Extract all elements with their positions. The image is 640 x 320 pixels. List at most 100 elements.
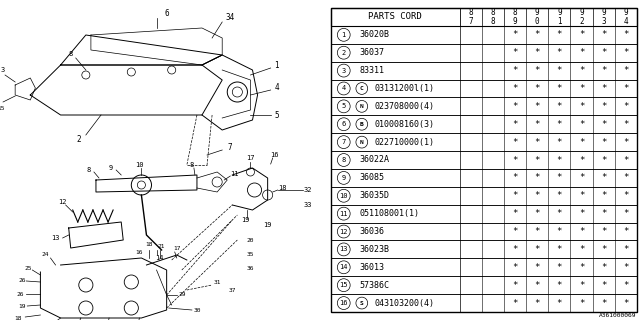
Text: *: * bbox=[534, 156, 540, 164]
Text: 36013: 36013 bbox=[359, 263, 384, 272]
Text: *: * bbox=[579, 281, 584, 290]
Text: 010008160(3): 010008160(3) bbox=[374, 120, 435, 129]
Bar bbox=[331, 240, 637, 258]
Text: *: * bbox=[513, 281, 518, 290]
Text: 20: 20 bbox=[247, 237, 254, 243]
Text: 023708000(4): 023708000(4) bbox=[374, 102, 435, 111]
Text: 8
9: 8 9 bbox=[513, 8, 518, 26]
Text: 8
8: 8 8 bbox=[491, 8, 495, 26]
Text: *: * bbox=[557, 120, 562, 129]
Text: *: * bbox=[513, 299, 518, 308]
Text: 16: 16 bbox=[136, 250, 143, 254]
Text: *: * bbox=[579, 48, 584, 57]
Text: 36085: 36085 bbox=[359, 173, 384, 182]
Text: 17: 17 bbox=[246, 155, 255, 161]
Text: B: B bbox=[360, 122, 364, 127]
Text: *: * bbox=[534, 138, 540, 147]
Text: *: * bbox=[623, 156, 628, 164]
Text: A361000069: A361000069 bbox=[599, 313, 637, 318]
Text: 2: 2 bbox=[76, 135, 81, 145]
Text: 32: 32 bbox=[304, 187, 312, 193]
Text: 14: 14 bbox=[339, 264, 348, 270]
Text: *: * bbox=[623, 191, 628, 200]
Text: *: * bbox=[601, 102, 606, 111]
Text: 25: 25 bbox=[24, 266, 32, 270]
Text: 6: 6 bbox=[164, 10, 169, 19]
Text: *: * bbox=[534, 66, 540, 75]
Text: *: * bbox=[623, 120, 628, 129]
Text: *: * bbox=[513, 66, 518, 75]
Bar bbox=[331, 80, 637, 97]
Text: PARTS CORD: PARTS CORD bbox=[369, 12, 422, 21]
Text: *: * bbox=[513, 263, 518, 272]
Bar bbox=[331, 276, 637, 294]
Text: *: * bbox=[579, 173, 584, 182]
Text: 15: 15 bbox=[339, 282, 348, 288]
Text: 1: 1 bbox=[275, 60, 279, 69]
Text: 043103200(4): 043103200(4) bbox=[374, 299, 435, 308]
Bar bbox=[331, 97, 637, 115]
Text: 19: 19 bbox=[19, 303, 26, 308]
Text: 16: 16 bbox=[271, 152, 279, 158]
Text: *: * bbox=[513, 191, 518, 200]
Text: *: * bbox=[534, 84, 540, 93]
Text: *: * bbox=[579, 102, 584, 111]
Text: *: * bbox=[579, 156, 584, 164]
Text: 24: 24 bbox=[42, 252, 49, 258]
Text: *: * bbox=[557, 138, 562, 147]
Text: *: * bbox=[579, 191, 584, 200]
Text: S: S bbox=[360, 300, 364, 306]
Text: *: * bbox=[579, 138, 584, 147]
Text: 14: 14 bbox=[156, 255, 164, 261]
Bar bbox=[331, 44, 637, 62]
Text: 10: 10 bbox=[339, 193, 348, 199]
Text: 9: 9 bbox=[109, 165, 113, 171]
Bar bbox=[331, 151, 637, 169]
Text: *: * bbox=[623, 173, 628, 182]
Text: N: N bbox=[360, 104, 364, 109]
Text: 7: 7 bbox=[342, 139, 346, 145]
Text: C: C bbox=[360, 86, 364, 91]
Text: 10: 10 bbox=[135, 162, 143, 168]
Text: 30: 30 bbox=[193, 308, 201, 313]
Text: 13: 13 bbox=[51, 235, 60, 241]
Text: *: * bbox=[534, 209, 540, 218]
Text: 3: 3 bbox=[342, 68, 346, 74]
Bar bbox=[331, 205, 637, 223]
Text: 8: 8 bbox=[190, 162, 194, 168]
Text: *: * bbox=[513, 173, 518, 182]
Bar bbox=[331, 26, 637, 44]
Text: 36022A: 36022A bbox=[359, 156, 389, 164]
Bar bbox=[331, 169, 637, 187]
Bar bbox=[331, 133, 637, 151]
Text: 8: 8 bbox=[342, 157, 346, 163]
Text: *: * bbox=[513, 156, 518, 164]
Text: 022710000(1): 022710000(1) bbox=[374, 138, 435, 147]
Text: 26: 26 bbox=[19, 277, 26, 283]
Text: 13: 13 bbox=[339, 246, 348, 252]
Text: 6: 6 bbox=[342, 121, 346, 127]
Text: *: * bbox=[623, 281, 628, 290]
Text: 36036: 36036 bbox=[359, 227, 384, 236]
Text: *: * bbox=[534, 191, 540, 200]
Text: 5: 5 bbox=[342, 103, 346, 109]
Text: *: * bbox=[579, 30, 584, 39]
Text: *: * bbox=[557, 191, 562, 200]
Text: *: * bbox=[601, 30, 606, 39]
Text: 9
1: 9 1 bbox=[557, 8, 562, 26]
Text: 051108001(1): 051108001(1) bbox=[359, 209, 419, 218]
Bar bbox=[331, 258, 637, 276]
Text: *: * bbox=[534, 245, 540, 254]
Text: *: * bbox=[513, 48, 518, 57]
Text: N: N bbox=[360, 140, 364, 145]
Text: 3: 3 bbox=[1, 67, 5, 73]
Text: *: * bbox=[513, 30, 518, 39]
Text: 37: 37 bbox=[228, 287, 236, 292]
Text: *: * bbox=[623, 299, 628, 308]
Bar bbox=[331, 187, 637, 205]
Text: 29: 29 bbox=[178, 292, 186, 298]
Text: 31: 31 bbox=[213, 281, 221, 285]
Text: *: * bbox=[534, 281, 540, 290]
Text: *: * bbox=[601, 281, 606, 290]
Bar bbox=[331, 115, 637, 133]
